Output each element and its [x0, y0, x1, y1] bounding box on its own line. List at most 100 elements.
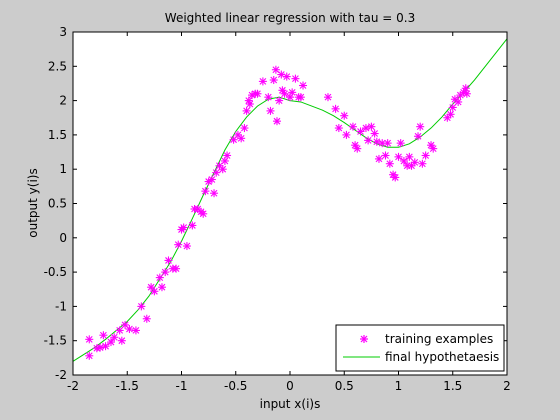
data-point	[266, 106, 275, 115]
data-point	[331, 104, 340, 113]
data-point	[296, 93, 305, 102]
data-point	[291, 74, 300, 83]
legend-label-training-examples: training examples	[385, 332, 493, 346]
data-point	[212, 168, 221, 177]
data-point	[461, 84, 470, 93]
data-point	[353, 144, 362, 153]
data-point	[446, 110, 455, 119]
data-point	[172, 264, 181, 273]
data-point	[242, 106, 251, 115]
data-point	[340, 111, 349, 120]
y-tick-label: 1.5	[48, 128, 67, 142]
data-point	[150, 287, 159, 296]
data-point	[269, 76, 278, 85]
x-tick-label: 1.5	[443, 379, 462, 393]
legend-marker-training-examples	[360, 335, 368, 343]
data-point	[182, 242, 191, 251]
data-point	[418, 159, 427, 168]
data-point	[383, 139, 392, 148]
data-point	[374, 154, 383, 163]
y-axis-label: output y(i)s	[26, 168, 40, 237]
data-point	[96, 343, 105, 352]
data-point	[396, 139, 405, 148]
x-tick-label: 0.5	[335, 379, 354, 393]
data-point	[282, 72, 291, 81]
data-point	[334, 124, 343, 133]
data-point	[157, 283, 166, 292]
data-point	[370, 129, 379, 138]
x-tick-label: -0.5	[224, 379, 247, 393]
x-tick-label: 1	[395, 379, 403, 393]
data-point	[372, 137, 381, 146]
data-point	[342, 130, 351, 139]
data-point	[210, 189, 219, 198]
data-point	[399, 156, 408, 165]
data-point	[410, 158, 419, 167]
data-point	[356, 127, 365, 136]
y-tick-label: 0	[59, 231, 67, 245]
data-point	[131, 326, 140, 335]
data-point	[240, 124, 249, 133]
data-point	[207, 175, 216, 184]
data-point	[272, 117, 281, 126]
y-tick-label: -1.5	[44, 334, 67, 348]
data-point	[381, 151, 390, 160]
data-point	[258, 77, 267, 86]
data-point	[448, 103, 457, 112]
data-point	[85, 335, 94, 344]
y-tick-label: 2	[59, 94, 67, 108]
data-point	[179, 223, 188, 232]
data-point	[125, 325, 134, 334]
data-point	[454, 97, 463, 106]
data-point	[99, 331, 108, 340]
data-point	[405, 152, 414, 161]
y-tick-label: -1	[55, 299, 67, 313]
x-tick-label: -1.5	[116, 379, 139, 393]
data-point	[253, 89, 262, 98]
legend-box	[335, 324, 505, 372]
data-point	[361, 124, 370, 133]
data-point	[264, 93, 273, 102]
data-point	[161, 268, 170, 277]
y-tick-label: 0.5	[48, 197, 67, 211]
marks	[72, 38, 508, 362]
data-point	[348, 122, 357, 131]
data-point	[323, 93, 332, 102]
legend: training examples final hypothetaesis	[335, 324, 505, 372]
data-point	[394, 152, 403, 161]
data-point	[155, 273, 164, 282]
data-point	[364, 136, 373, 145]
x-tick-label: -1	[176, 379, 188, 393]
data-point	[218, 165, 227, 174]
data-point	[429, 144, 438, 153]
data-point	[174, 240, 183, 249]
ticks: -2 -1.5 -1 -0.5 0 0.5 1 1.5 2 -2 -1.5 -1 -0.5 0 0.5 1 1.…	[44, 25, 511, 393]
data-point	[462, 89, 471, 98]
data-point	[137, 302, 146, 311]
x-tick-label: -2	[67, 379, 79, 393]
data-point	[201, 187, 210, 196]
data-point	[142, 314, 151, 323]
x-axis-label: input x(i)s	[260, 397, 321, 411]
y-tick-label: -2	[55, 368, 67, 382]
legend-label-final-hypothetaesis: final hypothetaesis	[385, 350, 499, 364]
data-point	[245, 100, 254, 109]
x-tick-label: 2	[503, 379, 511, 393]
data-point	[233, 130, 242, 139]
chart-title: Weighted linear regression with tau = 0.…	[165, 11, 415, 25]
data-point	[117, 336, 126, 345]
data-point	[385, 159, 394, 168]
data-point	[164, 256, 173, 265]
x-tick-label: 0	[286, 379, 294, 393]
data-point	[367, 122, 376, 131]
data-point	[280, 89, 289, 98]
data-point	[237, 134, 246, 143]
y-tick-label: 1	[59, 162, 67, 176]
data-point	[223, 151, 232, 160]
data-point	[115, 326, 124, 335]
data-point	[299, 81, 308, 90]
data-point	[275, 96, 284, 105]
data-point	[147, 283, 156, 292]
